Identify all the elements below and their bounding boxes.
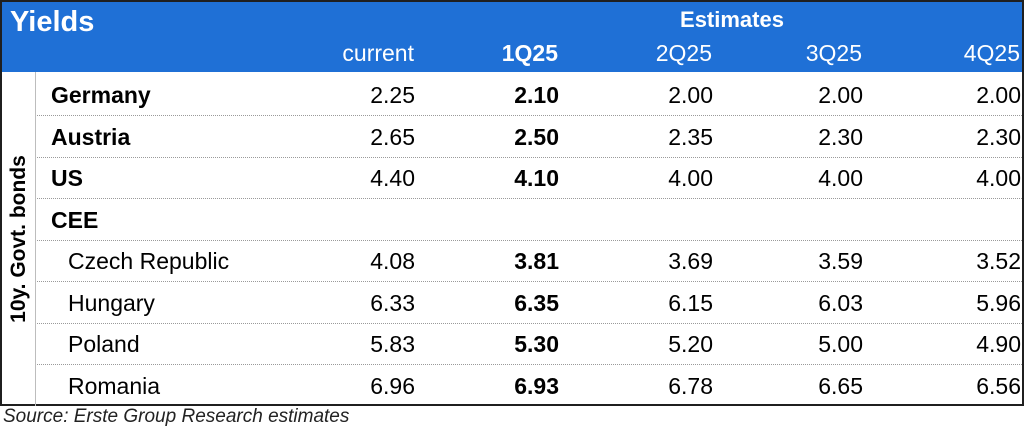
cell-2q25: 5.20 — [668, 331, 713, 357]
estimates-label: Estimates — [680, 7, 784, 32]
cell-4q25: 5.96 — [976, 289, 1021, 316]
table-row: Poland 5.83 5.30 5.20 5.00 4.90 — [37, 324, 1022, 365]
cell-2q25: 6.15 — [668, 289, 713, 316]
cell-3q25: 6.65 — [818, 372, 863, 399]
row-label: CEE — [51, 206, 99, 233]
row-group-label: 10y. Govt. bonds — [7, 155, 30, 323]
row-label: Poland — [68, 331, 140, 357]
row-label: Czech Republic — [68, 248, 230, 274]
table-row: US 4.40 4.10 4.00 4.00 4.00 — [37, 158, 1022, 199]
cell-2q25: 2.35 — [668, 123, 713, 150]
cell-4q25: 6.56 — [976, 372, 1021, 399]
table-row: Hungary 6.33 6.35 6.15 6.03 5.96 — [37, 283, 1022, 324]
table-header: Yields Estimates current 1Q25 2Q25 3Q25 … — [2, 2, 1022, 72]
cell-3q25: 4.00 — [818, 165, 863, 191]
cell-current: 4.40 — [370, 165, 415, 191]
row-group-label-cell: 10y. Govt. bonds — [2, 72, 36, 406]
table-title: Yields — [10, 6, 95, 38]
row-label: Romania — [68, 372, 161, 399]
cell-1q25: 2.50 — [514, 123, 559, 150]
cell-1q25: 6.93 — [514, 372, 559, 399]
col-header-1q25: 1Q25 — [501, 40, 558, 66]
col-header-current: current — [342, 40, 414, 66]
cell-current: 2.65 — [370, 123, 415, 150]
cell-1q25: 2.10 — [514, 82, 559, 108]
cell-2q25: 2.00 — [668, 82, 713, 108]
cell-1q25: 3.81 — [514, 248, 559, 274]
table-row: Germany 2.25 2.10 2.00 2.00 2.00 — [37, 75, 1022, 116]
cell-1q25: 4.10 — [514, 165, 559, 191]
cell-2q25: 6.78 — [668, 372, 713, 399]
source-note: Source: Erste Group Research estimates — [3, 406, 350, 427]
cell-3q25: 2.30 — [818, 123, 863, 150]
cell-current: 6.33 — [370, 289, 415, 316]
cell-current: 4.08 — [370, 248, 415, 274]
cell-1q25: 5.30 — [514, 331, 559, 357]
col-header-4q25: 4Q25 — [963, 40, 1020, 66]
col-header-2q25: 2Q25 — [655, 40, 712, 66]
cell-4q25: 2.00 — [976, 82, 1021, 108]
cell-4q25: 4.00 — [976, 165, 1021, 191]
yields-table: Yields Estimates current 1Q25 2Q25 3Q25 … — [0, 0, 1024, 406]
cell-current: 5.83 — [370, 331, 415, 357]
cell-3q25: 6.03 — [818, 289, 863, 316]
cell-3q25: 2.00 — [818, 82, 863, 108]
cell-2q25: 4.00 — [668, 165, 713, 191]
table-row: Romania 6.96 6.93 6.78 6.65 6.56 — [37, 366, 1022, 407]
cell-3q25: 5.00 — [818, 331, 863, 357]
table-row: Austria 2.65 2.50 2.35 2.30 2.30 — [37, 117, 1022, 158]
table-row: CEE — [37, 200, 1022, 241]
cell-4q25: 2.30 — [976, 123, 1021, 150]
row-label: Germany — [51, 82, 151, 108]
cell-current: 6.96 — [370, 372, 415, 399]
cell-2q25: 3.69 — [668, 248, 713, 274]
cell-3q25: 3.59 — [818, 248, 863, 274]
row-label: Hungary — [68, 289, 155, 316]
col-header-3q25: 3Q25 — [805, 40, 862, 66]
row-label: Austria — [51, 123, 131, 150]
cell-4q25: 4.90 — [976, 331, 1021, 357]
table-row: Czech Republic 4.08 3.81 3.69 3.59 3.52 — [37, 241, 1022, 282]
cell-4q25: 3.52 — [976, 248, 1021, 274]
row-label: US — [51, 165, 83, 191]
cell-1q25: 6.35 — [514, 289, 559, 316]
cell-current: 2.25 — [370, 82, 415, 108]
